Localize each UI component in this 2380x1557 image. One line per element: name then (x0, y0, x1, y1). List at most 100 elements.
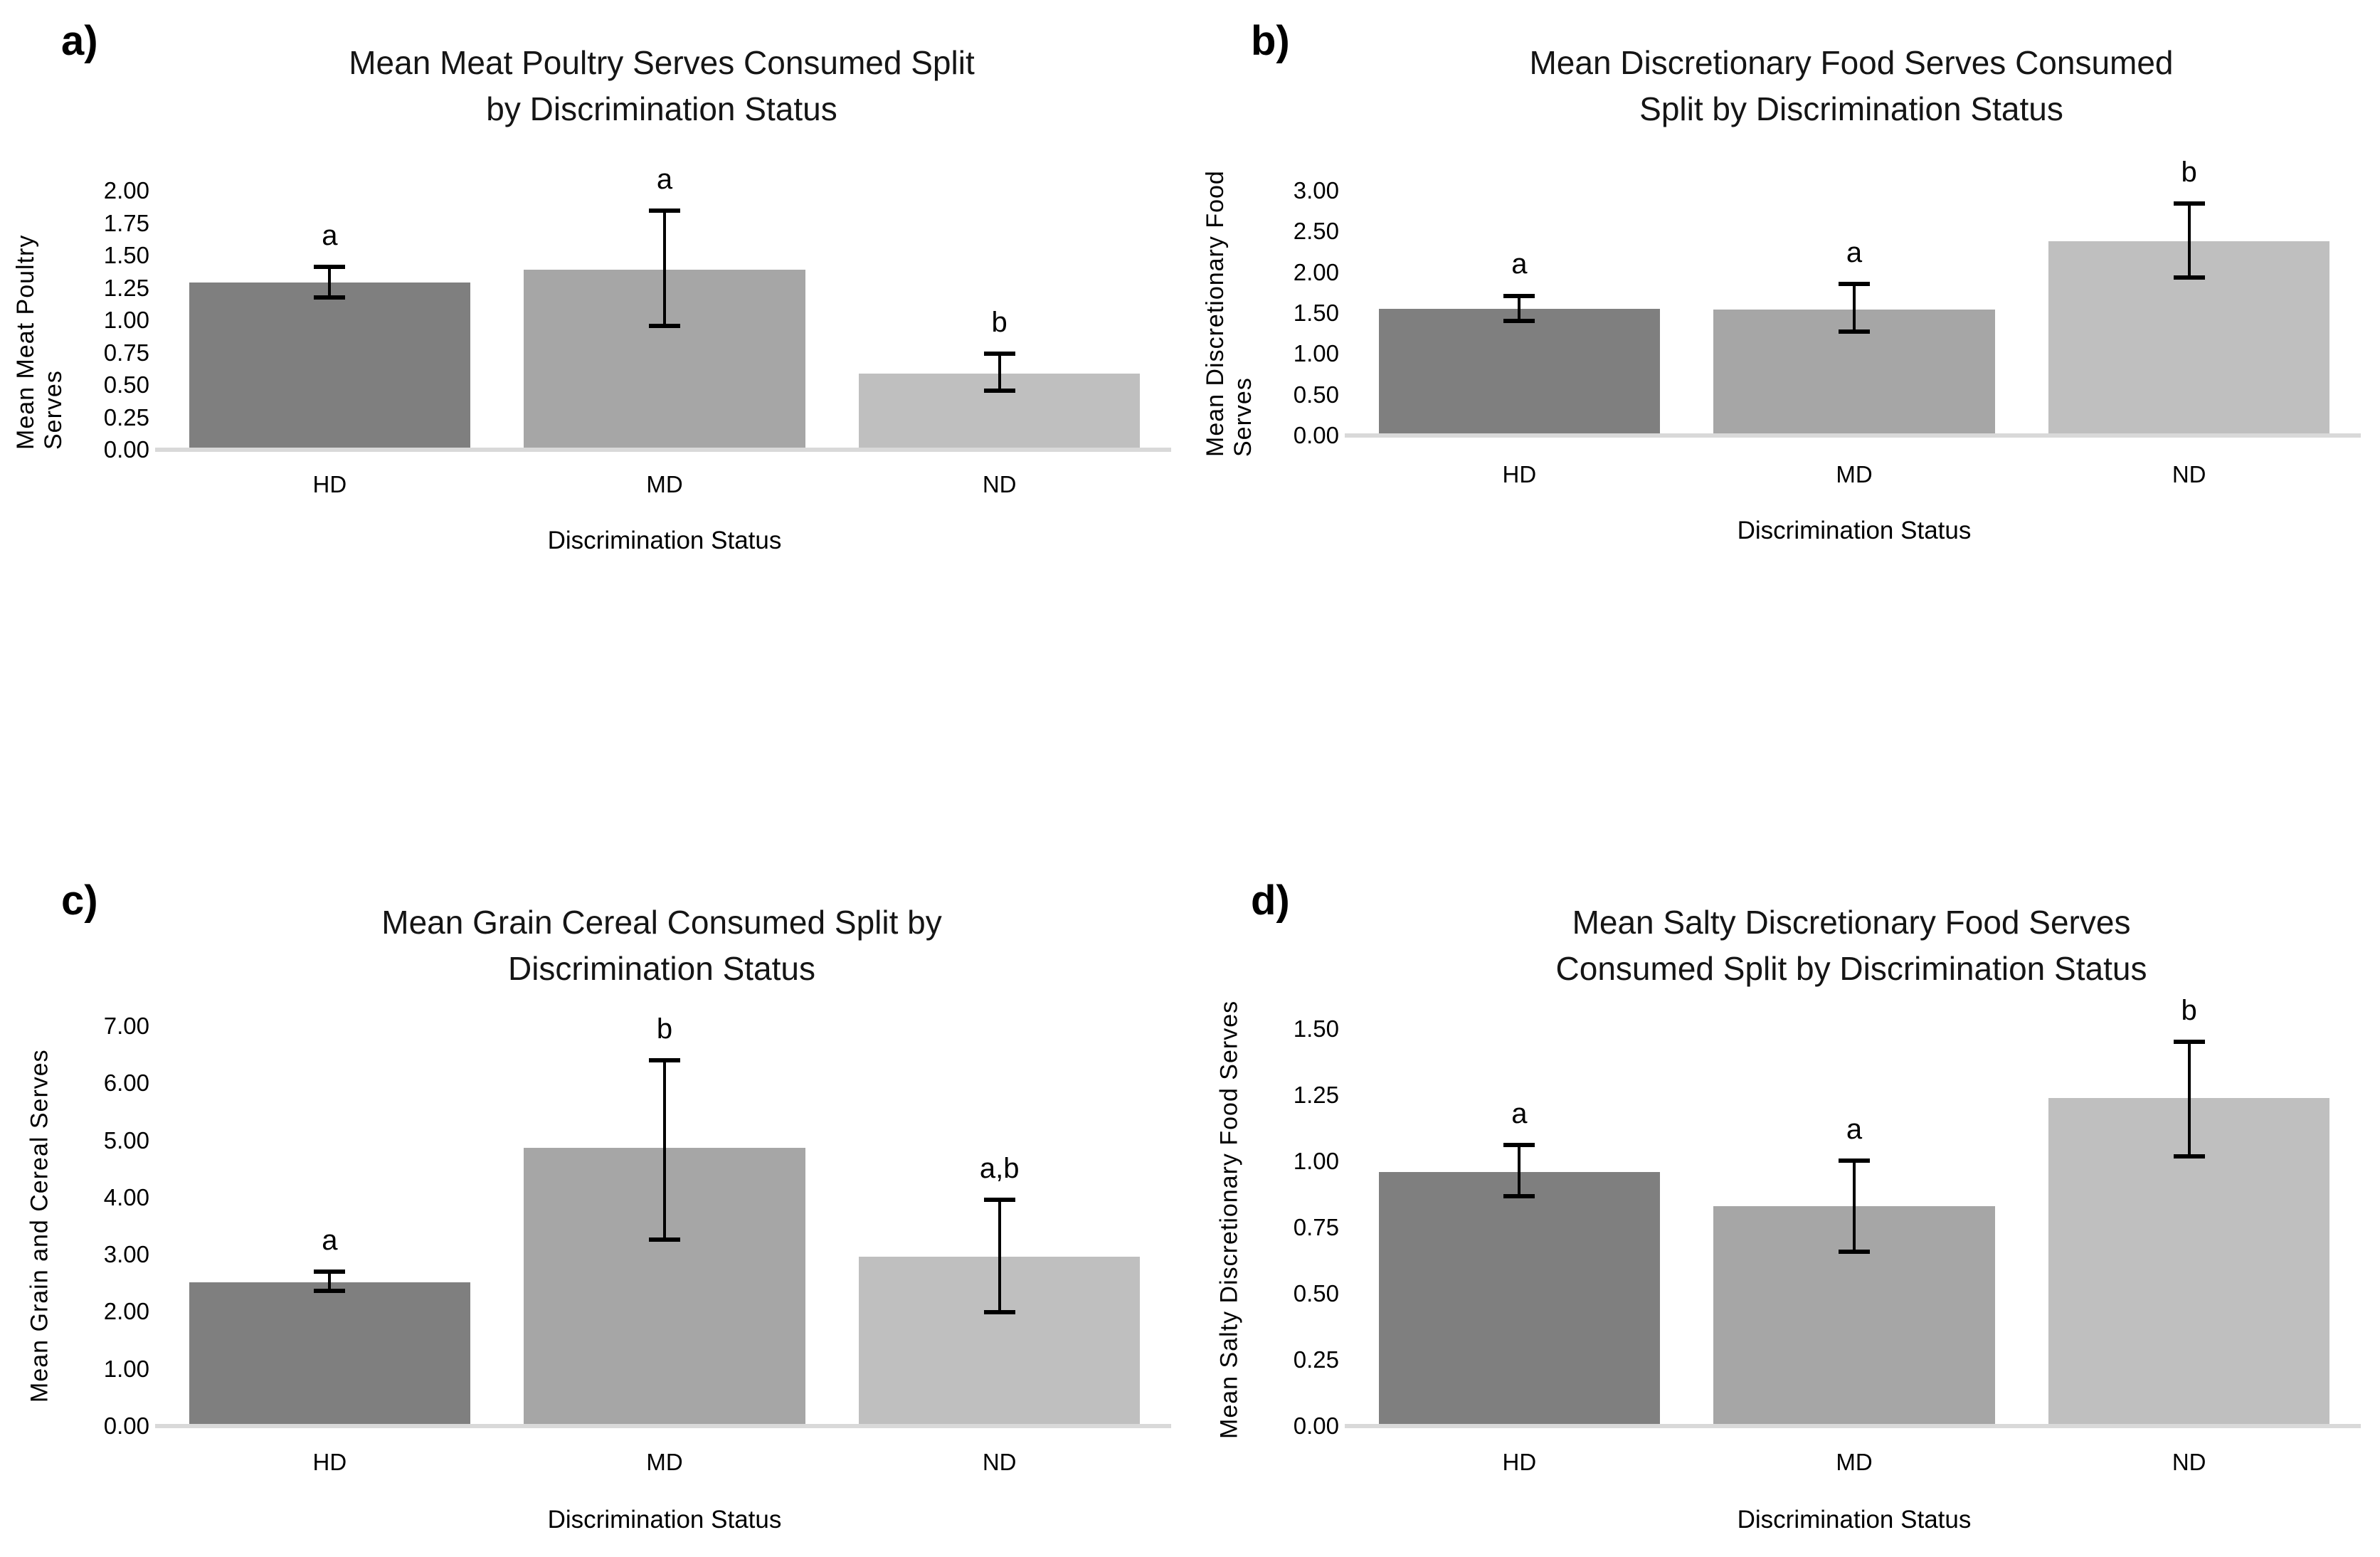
error-line (663, 209, 666, 328)
y-tick-label: 1.50 (1293, 1015, 1339, 1042)
title-line-1: Mean Grain Cereal Consumed Split by (381, 904, 942, 941)
error-bar-MD (1839, 1158, 1870, 1255)
significance-letter-MD: a (1846, 1114, 1863, 1146)
bar-HD (1378, 309, 1660, 436)
y-tick-label: 7.00 (103, 1013, 149, 1039)
error-cap-bottom (1503, 318, 1535, 323)
y-tick-label: 3.00 (103, 1241, 149, 1268)
y-tick-label: 2.00 (103, 1298, 149, 1325)
y-tick-label: 1.00 (1293, 340, 1339, 367)
significance-letter-HD: a (322, 1225, 338, 1257)
title-line-2: Consumed Split by Discrimination Status (1555, 950, 2147, 988)
error-bar-MD (649, 209, 680, 328)
x-tick-label-MD: MD (1836, 461, 1873, 487)
error-line (1518, 293, 1521, 323)
error-bar-MD (649, 1057, 680, 1242)
panel-a: a) Mean Meat Poultry Serves Consumed Spl… (0, 0, 1190, 778)
title-line-2: Split by Discrimination Status (1639, 90, 2063, 128)
error-line (2187, 1039, 2191, 1159)
panel-c-x-axis-title: Discrimination Status (547, 1506, 782, 1534)
bar-group-HD: a (162, 191, 497, 450)
y-tick-label: 2.00 (103, 177, 149, 204)
panel-c-bars: a b a,b (162, 1013, 1167, 1426)
panel-a-x-axis-title: Discrimination Status (547, 527, 782, 554)
error-cap-bottom (983, 1310, 1015, 1315)
title-line-1: Mean Salty Discretionary Food Serves (1572, 904, 2131, 941)
error-cap-bottom (1839, 1250, 1870, 1255)
panel-c-label: c) (61, 877, 98, 924)
y-tick-label: 6.00 (103, 1070, 149, 1097)
error-line (998, 351, 1001, 393)
y-tick-label: 1.00 (103, 307, 149, 333)
panel-c-plot-area: a b a,b (155, 1013, 1171, 1428)
error-cap-bottom (1503, 1194, 1535, 1199)
significance-letter-MD: b (656, 1013, 673, 1045)
panel-a-plot-area: a a b (155, 164, 1171, 452)
error-line (328, 264, 332, 300)
x-tick-label-ND: ND (982, 471, 1017, 497)
x-tick-label-ND: ND (2172, 461, 2206, 487)
panel-d-x-axis-title: Discrimination Status (1737, 1506, 1972, 1534)
error-line (1518, 1142, 1521, 1199)
panel-b-chart-title: Mean Discretionary Food Serves Consumed … (1360, 40, 2342, 133)
title-line-2: Discrimination Status (507, 950, 816, 988)
bar-group-HD: a (162, 1026, 497, 1426)
y-tick-label: 0.00 (103, 436, 149, 463)
bar-group-ND: b (832, 191, 1167, 450)
x-tick-label-MD: MD (646, 1449, 683, 1475)
significance-letter-ND: a,b (979, 1152, 1020, 1184)
error-line (663, 1057, 666, 1242)
panel-c-x-axis-ticks: HD MD ND (162, 1449, 1167, 1476)
x-tick-label-ND: ND (982, 1449, 1017, 1475)
x-tick-label-HD: HD (1502, 1449, 1537, 1475)
y-tick-label: 0.50 (1293, 1280, 1339, 1307)
panel-a-y-axis-ticks: 0.00 0.25 0.50 0.75 1.00 1.25 1.50 1.75 2.00 (28, 177, 149, 463)
panel-b-plot-area: a a b (1345, 157, 2361, 438)
error-line (1853, 282, 1856, 334)
y-tick-label: 0.50 (1293, 381, 1339, 408)
bar-HD (189, 283, 470, 450)
error-bar-HD (1503, 293, 1535, 323)
y-tick-label: 0.00 (103, 1413, 149, 1439)
panel-b-bars: a a b (1352, 157, 2357, 436)
bar-group-MD: a (497, 164, 832, 450)
significance-letter-HD: a (1511, 1097, 1528, 1129)
error-bar-ND (983, 1197, 1015, 1315)
significance-letter-ND: b (991, 306, 1007, 338)
error-bar-HD (1503, 1142, 1535, 1199)
panel-b-x-axis-ticks: HD MD ND (1352, 461, 2357, 488)
panel-a-bars: a a b (162, 164, 1167, 450)
panel-b-y-axis-ticks: 0.00 0.50 1.00 1.50 2.00 2.50 3.00 (1218, 177, 1339, 448)
bar-HD (1378, 1171, 1660, 1426)
bar-HD (189, 1282, 470, 1426)
error-cap-bottom (1839, 329, 1870, 334)
y-tick-label: 2.50 (1293, 218, 1339, 245)
y-tick-label: 0.00 (1293, 422, 1339, 448)
bar-group-ND: b (2021, 157, 2357, 436)
bar-group-MD: a (1687, 191, 2022, 436)
panel-d-bars: a a b (1352, 995, 2357, 1426)
title-line-1: Mean Meat Poultry Serves Consumed Split (349, 44, 975, 82)
panel-c-chart-title: Mean Grain Cereal Consumed Split by Disc… (171, 899, 1153, 993)
panel-d-y-axis-ticks: 0.00 0.25 0.50 0.75 1.00 1.25 1.50 (1218, 1015, 1339, 1439)
x-tick-label-HD: HD (312, 1449, 347, 1475)
error-bar-HD (314, 1270, 346, 1293)
error-bar-HD (314, 264, 346, 300)
panel-d: d) Mean Salty Discretionary Food Serves … (1190, 778, 2380, 1557)
error-line (1853, 1158, 1856, 1255)
panel-a-x-axis-ticks: HD MD ND (162, 471, 1167, 498)
y-tick-label: 1.25 (1293, 1082, 1339, 1108)
y-tick-label: 1.50 (103, 242, 149, 268)
y-tick-label: 3.00 (1293, 177, 1339, 204)
significance-letter-ND: b (2181, 156, 2197, 188)
panel-c: c) Mean Grain Cereal Consumed Split by D… (0, 778, 1190, 1557)
error-cap-bottom (314, 1288, 346, 1293)
panel-b-x-axis-line (1345, 433, 2361, 438)
bar-group-ND: a,b (832, 1026, 1167, 1426)
panel-c-x-axis-line (155, 1424, 1171, 1428)
bar-group-HD: a (1352, 191, 1687, 436)
bar-group-ND: b (2021, 995, 2357, 1426)
error-cap-bottom (2173, 1154, 2205, 1159)
error-bar-ND (2173, 1039, 2205, 1159)
y-tick-label: 5.00 (103, 1126, 149, 1154)
